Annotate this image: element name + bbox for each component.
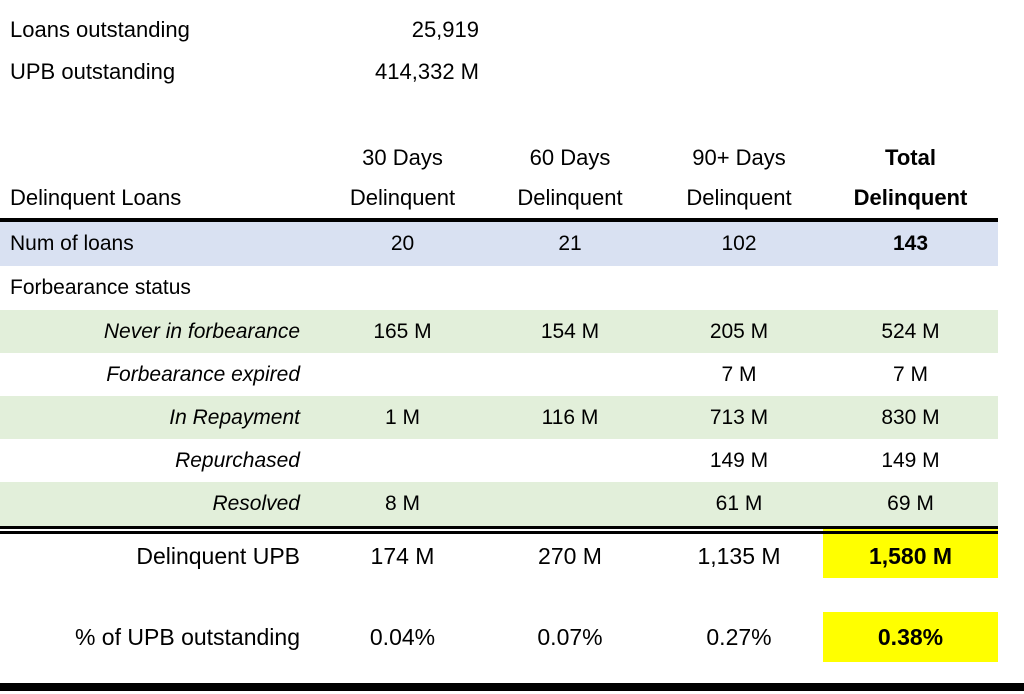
delinquent-upb-label: Delinquent UPB (136, 542, 300, 569)
forb-expired-total: 7 M (892, 362, 928, 386)
loans-outstanding-value: 25,919 (411, 17, 479, 42)
pct-upb-label: % of UPB outstanding (74, 623, 300, 650)
table-row-forbearance-status: Forbearance status (0, 266, 998, 310)
never-forb-total: 524 M (881, 319, 940, 343)
row-header-label: Delinquent Loans (10, 185, 182, 210)
col-header-90days-sub: Delinquent (686, 185, 792, 210)
delinquent-upb-90d: 1,135 M (697, 542, 781, 569)
forb-expired-90d: 7 M (721, 362, 757, 386)
table-row-never-in-forbearance: Never in forbearance 165 M 154 M 205 M 5… (0, 310, 998, 353)
upb-outstanding-value: 414,332 M (375, 59, 479, 84)
in-repayment-30d: 1 M (384, 405, 420, 429)
repurchased-90d: 149 M (709, 448, 769, 472)
resolved-90d: 61 M (715, 492, 763, 515)
double-rule (0, 526, 998, 534)
summary-row-loans: Loans outstanding 25,919 (0, 12, 998, 48)
pct-upb-total-highlighted: 0.38% (823, 612, 998, 662)
table-row-pct-upb-outstanding: % of UPB outstanding 0.04% 0.07% 0.27% 0… (0, 612, 998, 662)
double-rule-yellow-gap (823, 529, 998, 531)
header-line-2: Delinquent Loans Delinquent Delinquent D… (0, 178, 998, 218)
header-line-1: 30 Days 60 Days 90+ Days Total (0, 138, 998, 178)
col-header-total-sub: Delinquent (853, 185, 968, 210)
delinquent-upb-60d: 270 M (538, 542, 602, 569)
in-repayment-60d: 116 M (541, 405, 599, 429)
pct-upb-90d: 0.27% (706, 623, 772, 650)
col-header-90days: 90+ Days (692, 145, 786, 170)
num-loans-total: 143 (892, 232, 929, 255)
num-of-loans-label: Num of loans (10, 232, 134, 255)
col-header-60days-sub: Delinquent (517, 185, 623, 210)
repurchased-label: Repurchased (175, 448, 300, 472)
forbearance-status-label: Forbearance status (10, 276, 191, 299)
col-header-total: Total (885, 145, 936, 170)
pct-upb-60d: 0.07% (537, 623, 603, 650)
repurchased-total: 149 M (881, 448, 940, 472)
table-row-in-repayment: In Repayment 1 M 116 M 713 M 830 M (0, 396, 998, 439)
pct-upb-30d: 0.04% (369, 623, 436, 650)
loans-outstanding-label: Loans outstanding (10, 17, 190, 42)
table-row-resolved: Resolved 8 M 61 M 69 M (0, 482, 998, 526)
forbearance-expired-label: Forbearance expired (106, 362, 300, 386)
table-row-delinquent-upb: Delinquent UPB 174 M 270 M 1,135 M 1,580… (0, 534, 998, 578)
table-row-repurchased: Repurchased 149 M 149 M (0, 439, 998, 482)
never-forb-30d: 165 M (373, 319, 432, 343)
table-row-forbearance-expired: Forbearance expired 7 M 7 M (0, 353, 998, 396)
upb-outstanding-label: UPB outstanding (10, 59, 176, 84)
num-loans-90d: 102 (721, 232, 757, 255)
never-forb-60d: 154 M (540, 319, 600, 343)
col-header-60days: 60 Days (529, 145, 611, 170)
resolved-30d: 8 M (384, 492, 420, 515)
num-loans-30d: 20 (390, 232, 415, 255)
resolved-total: 69 M (887, 492, 934, 515)
table-header: 30 Days 60 Days 90+ Days Total Delinquen… (0, 138, 998, 222)
bottom-rule (0, 683, 1024, 691)
table-row-num-of-loans: Num of loans 20 21 102 143 (0, 222, 998, 266)
in-repayment-90d: 713 M (709, 405, 769, 429)
col-header-30days-sub: Delinquent (349, 185, 456, 210)
resolved-label: Resolved (212, 492, 300, 515)
never-forb-90d: 205 M (709, 319, 769, 343)
col-header-30days: 30 Days (362, 145, 443, 170)
delinquent-upb-30d: 174 M (370, 542, 435, 569)
num-loans-60d: 21 (558, 232, 582, 255)
summary-row-upb: UPB outstanding 414,332 M (0, 54, 998, 90)
delinquent-upb-total-highlighted: 1,580 M (823, 534, 998, 578)
in-repayment-total: 830 M (881, 405, 940, 429)
in-repayment-label: In Repayment (169, 405, 300, 429)
never-in-forbearance-label: Never in forbearance (103, 319, 300, 343)
